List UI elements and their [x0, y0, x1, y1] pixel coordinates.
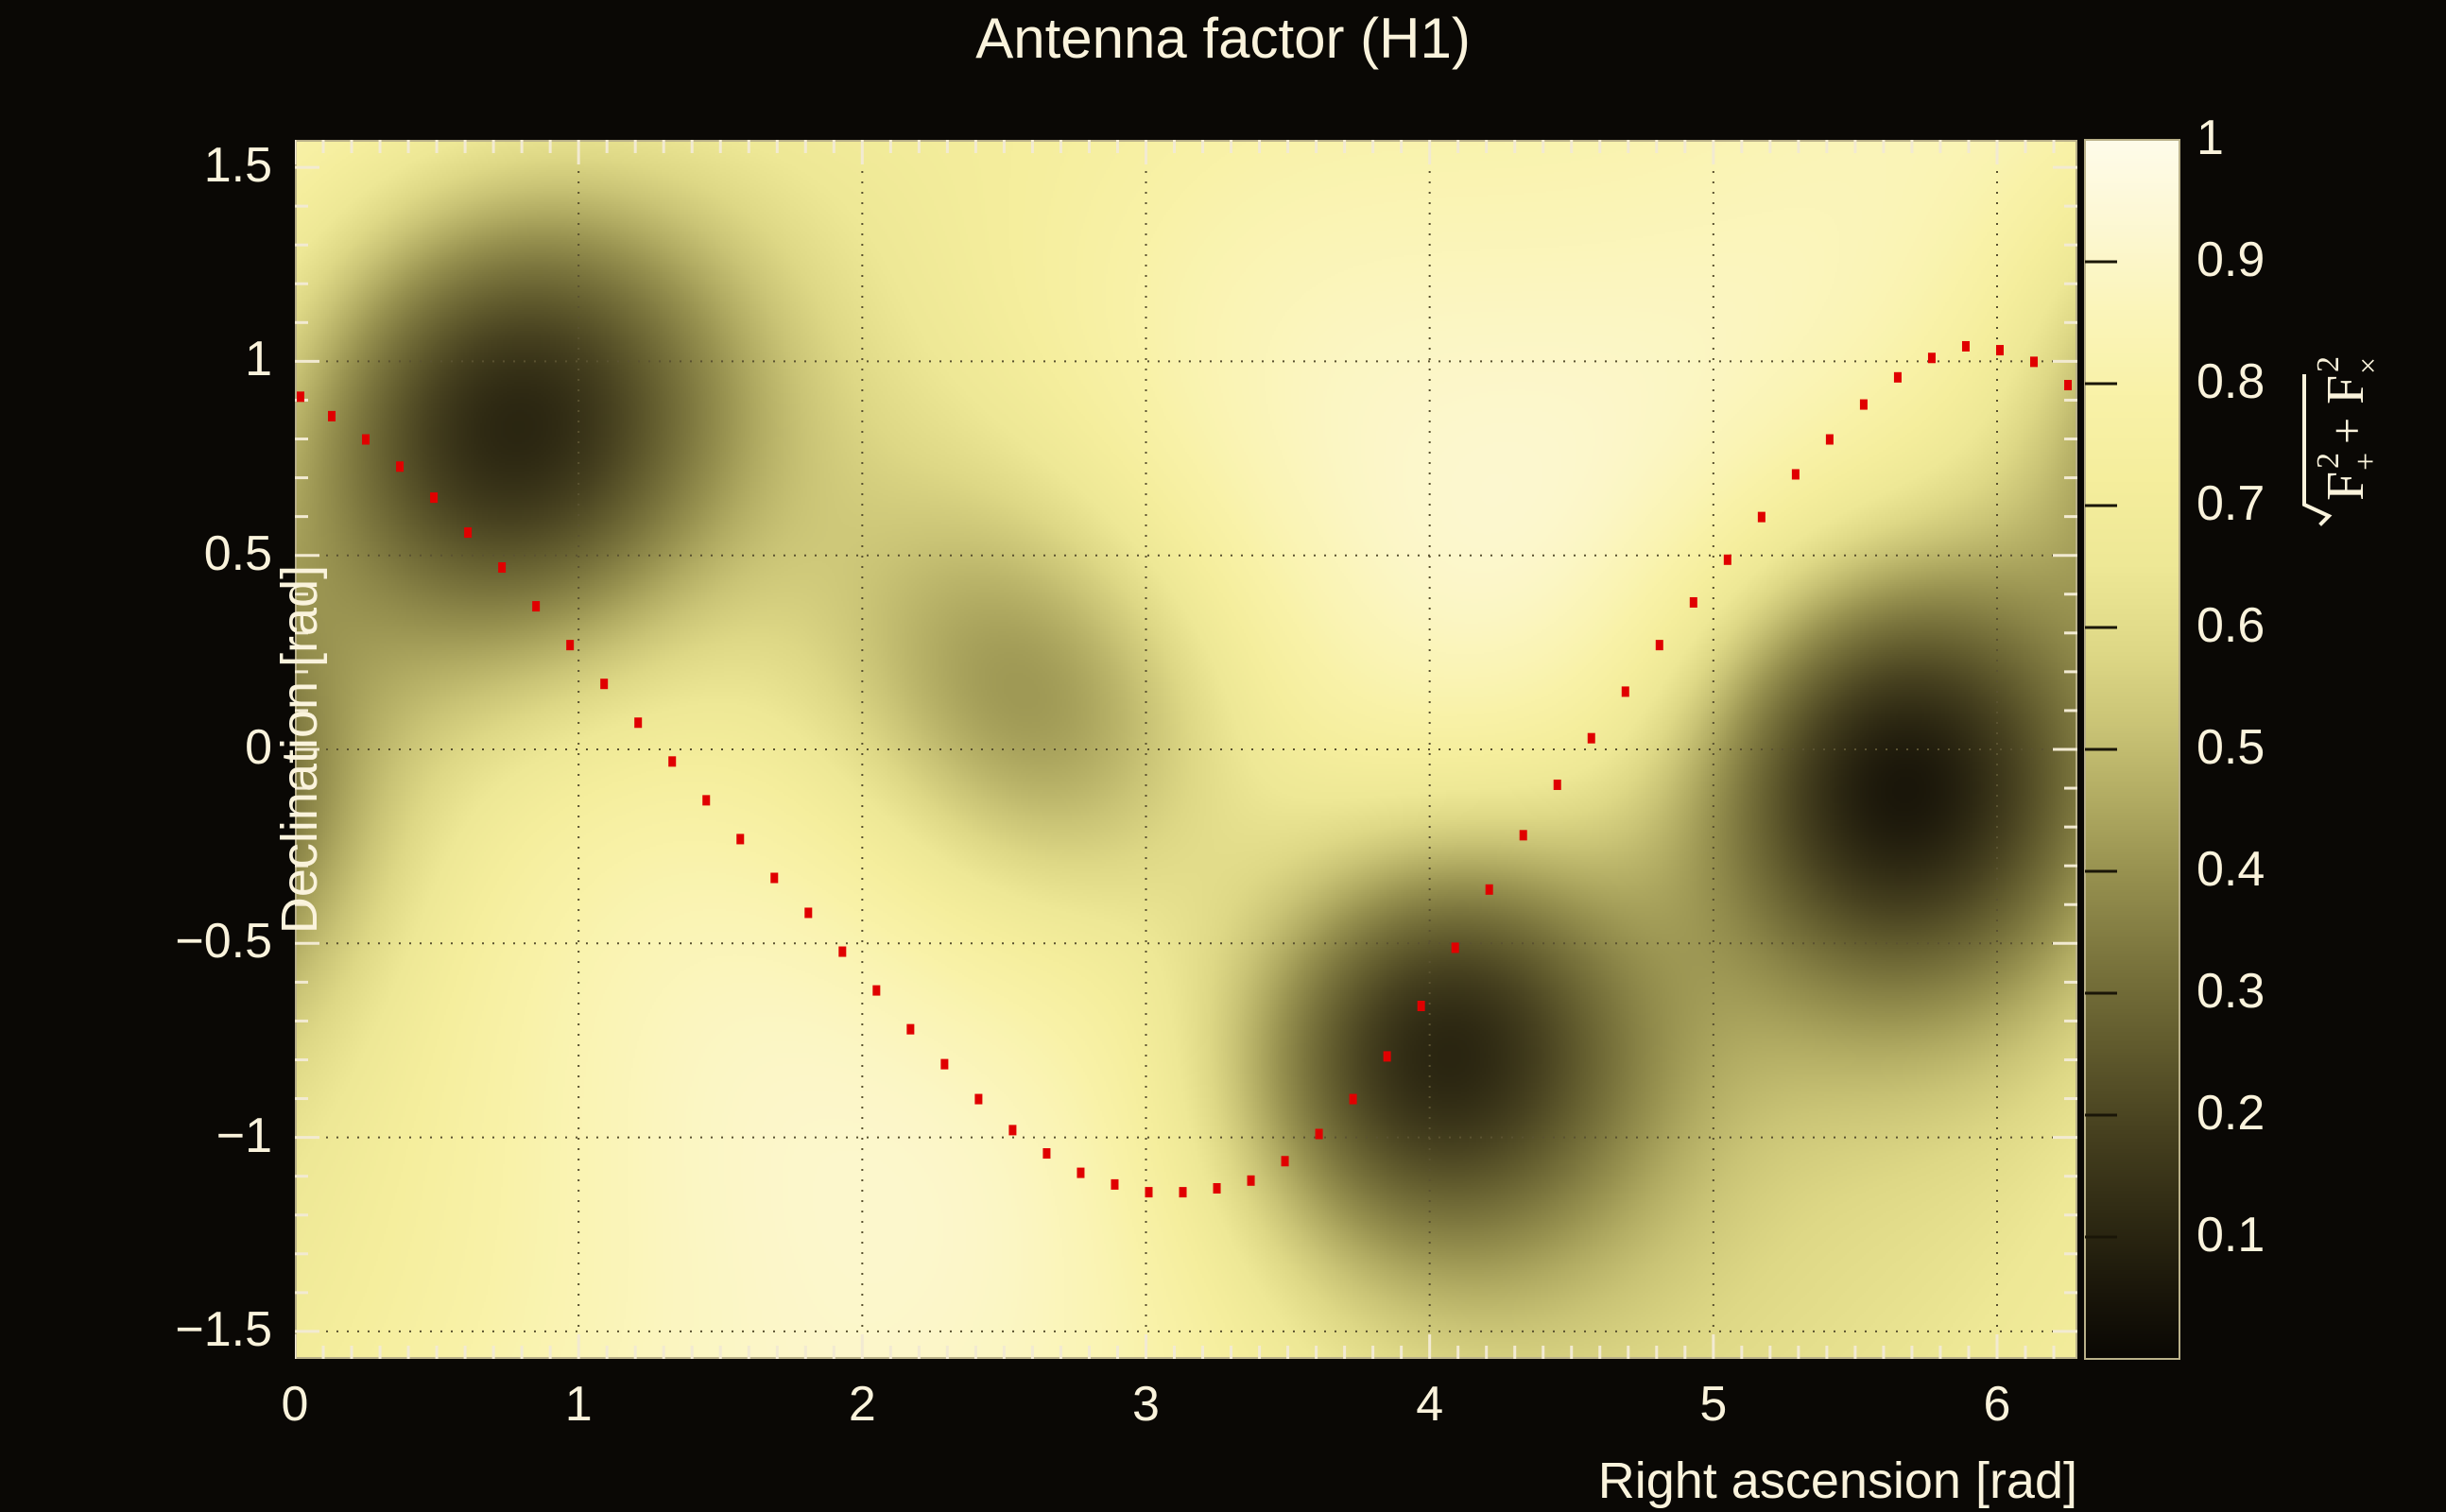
curve-point	[1145, 1187, 1153, 1198]
svg-text:×: ×	[2351, 357, 2385, 374]
x-axis-title: Right ascension [rad]	[1597, 1452, 2077, 1509]
curve-point	[1383, 1051, 1391, 1062]
page-title: Antenna factor (H1)	[975, 7, 1471, 70]
colorbar-tick-label: 0.2	[2196, 1086, 2265, 1141]
curve-point	[1587, 732, 1595, 744]
curve-point	[1213, 1182, 1221, 1194]
y-tick-label: 1	[245, 332, 272, 387]
colorbar: 1 0.9 0.8 0.7 0.6 0.5 0.4 0.3 0.2 0.1	[2084, 113, 2265, 1360]
curve-point	[1008, 1125, 1017, 1136]
y-tick-label: −1	[215, 1108, 272, 1163]
curve-point	[297, 391, 305, 403]
heatmap-image	[295, 140, 2077, 1359]
curve-point	[1859, 399, 1868, 410]
curve-point	[1247, 1175, 1255, 1186]
curve-point	[634, 717, 643, 729]
curve-point	[1349, 1093, 1357, 1105]
x-tick-label: 5	[1699, 1377, 1728, 1432]
overlay-layer	[295, 140, 2077, 1359]
curve-point	[1553, 779, 1561, 790]
curve-point	[872, 985, 881, 996]
colorbar-tick-label: 0.1	[2196, 1208, 2265, 1263]
colorbar-tick-label: 0.6	[2196, 598, 2265, 653]
svg-text:2: 2	[2311, 356, 2346, 372]
curve-point	[1757, 511, 1766, 523]
plot-frame: Declination [rad] Right ascension [rad]	[271, 140, 2077, 1509]
svg-text:+: +	[2320, 418, 2373, 444]
curve-point	[1451, 942, 1459, 954]
curve-point	[498, 562, 507, 574]
x-tick-label: 2	[848, 1377, 876, 1432]
colorbar-tick-label: 0.7	[2196, 476, 2265, 531]
colorbar-tick-label: 1	[2196, 111, 2224, 165]
colorbar-title: F 2 + + F 2 ×	[2268, 140, 2446, 537]
curve-point	[1042, 1148, 1051, 1160]
curve-point	[2064, 380, 2073, 391]
x-tick-label: 0	[281, 1377, 309, 1432]
y-tick-label: 0	[245, 720, 272, 775]
svg-text:F: F	[2317, 472, 2375, 501]
curve-point	[1485, 884, 1493, 895]
curve-point	[1179, 1187, 1187, 1198]
y-tick-label: 1.5	[203, 138, 272, 194]
curve-point	[430, 492, 439, 504]
curve-point	[1689, 596, 1697, 608]
curve-point	[702, 795, 711, 806]
curve-point	[1621, 686, 1629, 697]
curve-point	[668, 756, 677, 767]
curve-point	[2030, 356, 2039, 368]
curve-point	[566, 640, 575, 651]
curve-point	[1519, 830, 1527, 841]
overlay-curve	[297, 340, 2073, 1198]
curve-point	[396, 461, 405, 472]
curve-point	[362, 434, 370, 445]
colorbar-title-svg: F 2 + + F 2 ×	[2302, 356, 2385, 526]
curve-point	[532, 601, 541, 612]
colorbar-tick-label: 0.4	[2196, 842, 2265, 897]
y-axis-title: Declination [rad]	[271, 564, 329, 935]
curve-point	[804, 907, 813, 919]
curve-point	[328, 410, 336, 421]
y-tick-label: 0.5	[203, 525, 272, 581]
curve-point	[906, 1023, 915, 1035]
svg-text:+: +	[2349, 453, 2384, 471]
frame-border	[295, 140, 2077, 1359]
curve-point	[1723, 554, 1731, 565]
x-tick-label: 3	[1132, 1377, 1160, 1432]
x-tick-label: 6	[1983, 1377, 2011, 1432]
y-tick-label: −0.5	[175, 914, 272, 970]
curve-point	[600, 679, 609, 690]
curve-point	[1111, 1178, 1119, 1190]
curve-point	[1995, 345, 2004, 356]
colorbar-tick-label: 0.9	[2196, 232, 2265, 287]
colorbar-ticks	[2084, 139, 2180, 1360]
curve-point	[974, 1093, 983, 1105]
x-tick-label: 4	[1416, 1377, 1444, 1432]
y-tick-label: −1.5	[175, 1301, 272, 1357]
curve-point	[1893, 371, 1902, 383]
curve-point	[464, 527, 473, 539]
svg-text:F: F	[2317, 375, 2375, 404]
curve-point	[770, 872, 779, 884]
curve-point	[1417, 1001, 1425, 1012]
curve-point	[1791, 469, 1800, 480]
x-tick-label: 1	[564, 1377, 593, 1432]
colorbar-tick-label: 0.3	[2196, 964, 2265, 1019]
svg-text:2: 2	[2311, 453, 2346, 469]
curve-point	[1825, 434, 1834, 445]
curve-point	[1961, 340, 1970, 352]
curve-point	[1655, 640, 1663, 651]
curve-point	[1315, 1128, 1323, 1140]
curve-point	[940, 1058, 949, 1070]
curve-point	[1077, 1167, 1085, 1178]
curve-point	[838, 946, 847, 957]
curve-point	[1927, 352, 1936, 364]
curve-point	[1281, 1156, 1289, 1167]
colorbar-tick-label: 0.5	[2196, 720, 2265, 775]
colorbar-tick-label: 0.8	[2196, 354, 2265, 409]
curve-point	[736, 833, 745, 845]
